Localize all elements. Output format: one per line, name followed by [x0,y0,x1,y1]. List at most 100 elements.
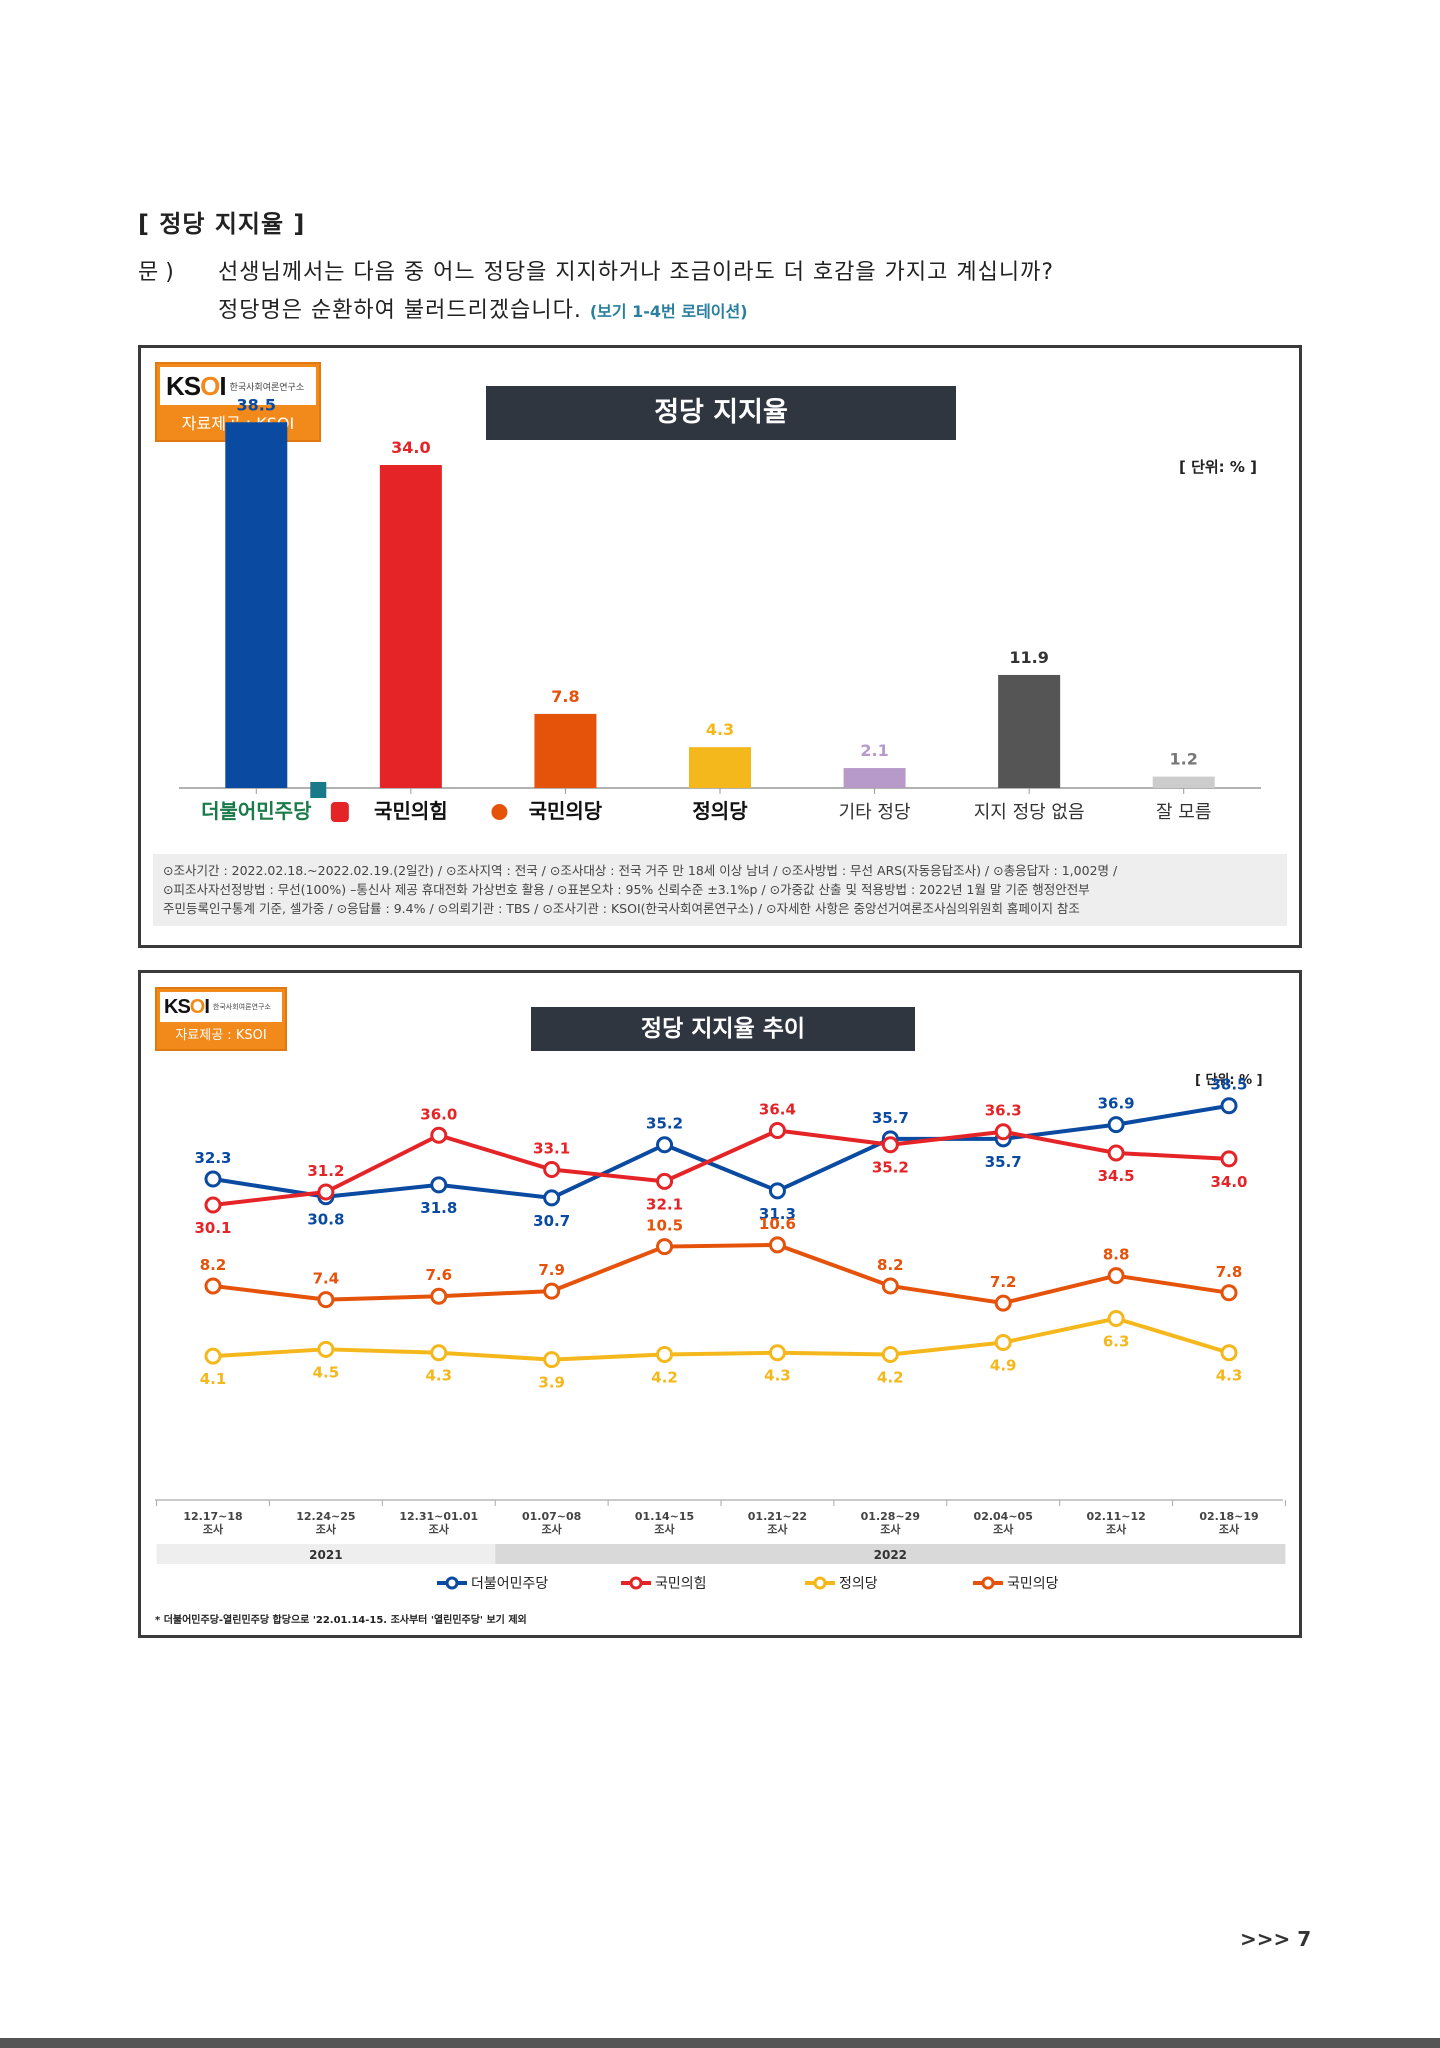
series-label-국민의당-5: 10.5 [646,1217,683,1235]
bar-chart-unit: [ 단위: % ] [1179,458,1258,476]
series-point-정의당-9 [1107,1309,1125,1327]
series-label-정의당-8: 4.9 [990,1356,1017,1374]
series-label-국민의당-9: 8.8 [1103,1246,1130,1264]
x-tick-label-date-6: 01.21~22 [748,1510,807,1523]
bar-3 [534,713,597,788]
series-label-국민의당-7: 8.2 [877,1256,904,1274]
legend-marker-정의당 [813,1576,827,1590]
series-label-정의당-4: 3.9 [538,1374,565,1392]
bar-category-label-2: 국민의힘 [374,799,448,823]
bar-6 [998,674,1061,788]
series-point-국민의당-8 [994,1294,1012,1312]
series-label-더불어민주당-2: 30.8 [307,1211,344,1229]
series-label-정의당-3: 4.3 [425,1367,452,1385]
series-label-국민의당-6: 10.6 [759,1215,796,1233]
ksoi-logo-small: KSOI 한국사회여론연구소 자료제공 : KSOI [155,987,287,1051]
series-point-정의당-3 [430,1344,448,1362]
series-label-국민의힘-7: 35.2 [872,1159,909,1177]
series-point-더불어민주당-10 [1220,1097,1238,1115]
series-point-국민의당-9 [1107,1267,1125,1285]
series-point-국민의당-4 [543,1282,561,1300]
line-chart-unit: [ 단위: % ] [1195,1073,1263,1088]
bar-1 [225,422,288,788]
series-label-정의당-7: 4.2 [877,1368,904,1386]
bar-7 [1152,776,1215,788]
legend-marker-국민의당 [981,1576,995,1590]
series-point-국민의당-2 [317,1291,335,1309]
series-label-국민의힘-2: 31.2 [307,1162,344,1180]
bar-chart-canvas: 38.5 더불어민주당 34.0 국민의힘 7.8 국민의당 4.3 정의당 2.1 기타 정당 1… [179,395,1261,823]
series-label-정의당-6: 4.3 [764,1367,791,1385]
x-tick-label-date-8: 02.04~05 [974,1510,1033,1523]
x-tick-label-survey-9: 조사 [1106,1522,1127,1536]
bar-value-label-6: 11.9 [1009,648,1048,667]
survey-info-line2: ⊙피조사자선정방법 : 무선(100%) –통신사 제공 휴대전화 가상번호 활… [163,882,1090,897]
ksoi-logo-subtitle: 한국사회여론연구소 [229,382,305,393]
line-chart-title: 정당 지지율 추이 [531,1007,915,1051]
series-label-국민의힘-8: 36.3 [985,1102,1022,1120]
series-point-더불어민주당-9 [1107,1116,1125,1134]
series-label-국민의힘-1: 30.1 [194,1219,231,1237]
series-label-국민의힘-9: 34.5 [1098,1167,1135,1185]
x-tick-label-date-3: 12.31~01.01 [399,1510,478,1523]
series-point-더불어민주당-1 [204,1170,222,1188]
bar-category-label-5: 기타 정당 [839,802,911,823]
series-label-국민의힘-10: 34.0 [1210,1173,1247,1191]
question-text-line1: 선생님께서는 다음 중 어느 정당을 지지하거나 조금이라도 더 호감을 가지고… [218,260,1055,285]
series-label-국민의당-1: 8.2 [200,1256,227,1274]
line-chart-canvas: 12.17~18조사12.24~25조사12.31~01.01조사01.07~0… [155,1076,1286,1592]
bar-chart-title: 정당 지지율 [486,386,956,440]
series-label-더불어민주당-7: 35.7 [872,1109,909,1127]
series-label-국민의당-10: 7.8 [1216,1263,1243,1281]
ksoi-logo-small-brand: KSOI [164,995,210,1018]
x-tick-label-date-2: 12.24~25 [296,1510,355,1523]
series-point-국민의힘-8 [994,1123,1012,1141]
series-point-정의당-5 [656,1345,674,1363]
bar-category-label-3: 국민의당 [529,799,603,823]
bar-value-label-2: 34.0 [391,438,430,457]
section-title: [ 정당 지지율 ] [138,210,306,238]
page-number: >>> 7 [1240,1927,1312,1951]
series-point-국민의당-6 [768,1236,786,1254]
bar-chart-panel: KSOI 한국사회여론연구소 자료제공 : KSOI 정당 지지율 [ 단위: … [138,345,1302,948]
year-label-2021: 2021 [309,1548,342,1562]
bar-value-label-4: 4.3 [706,720,734,739]
legend-label-국민의당: 국민의당 [1007,1576,1059,1592]
series-point-국민의당-5 [656,1238,674,1256]
bar-value-label-3: 7.8 [551,687,579,706]
legend-marker-국민의힘 [629,1576,643,1590]
series-point-정의당-1 [204,1347,222,1365]
series-label-국민의힘-5: 32.1 [646,1195,683,1213]
bar-value-label-7: 1.2 [1170,750,1198,769]
series-point-더불어민주당-3 [430,1176,448,1194]
series-point-국민의힘-1 [204,1196,222,1214]
series-label-더불어민주당-4: 30.7 [533,1212,570,1230]
ksoi-logo-small-source: 자료제공 : KSOI [175,1028,267,1043]
series-label-국민의힘-6: 36.4 [759,1101,796,1119]
x-tick-label-date-5: 01.14~15 [635,1510,694,1523]
legend-label-더불어민주당: 더불어민주당 [471,1576,548,1592]
x-tick-label-date-10: 02.18~19 [1199,1510,1258,1523]
series-line-국민의힘 [212,1128,1230,1207]
series-line-국민의당 [212,1242,1230,1306]
ksoi-logo: KSOI 한국사회여론연구소 자료제공 : KSOI [155,362,321,442]
series-point-정의당-8 [994,1333,1012,1351]
bar-value-label-5: 2.1 [860,741,888,760]
x-tick-label-survey-2: 조사 [316,1522,337,1536]
x-tick-label-survey-7: 조사 [880,1522,901,1536]
series-point-국민의힘-2 [317,1183,335,1201]
bar-category-label-1: 더불어민주당 [201,799,312,823]
series-label-정의당-9: 6.3 [1103,1332,1130,1350]
series-label-국민의힘-3: 36.0 [420,1105,457,1123]
series-label-더불어민주당-3: 31.8 [420,1199,457,1217]
line-chart-panel: KSOI 한국사회여론연구소 자료제공 : KSOI 정당 지지율 추이 [ 단… [138,970,1302,1638]
series-label-정의당-2: 4.5 [313,1363,340,1381]
bar-value-label-1: 38.5 [237,395,276,414]
series-label-더불어민주당-6: 31.3 [759,1205,796,1223]
survey-info-line1: ⊙조사기간 : 2022.02.18.~2022.02.19.(2일간) / ⊙… [163,863,1118,878]
series-point-더불어민주당-6 [768,1182,786,1200]
series-label-국민의당-2: 7.4 [313,1270,340,1288]
page-bottom-bar [0,2038,1440,2048]
series-point-국민의당-1 [204,1277,222,1295]
series-label-정의당-10: 4.3 [1216,1367,1243,1385]
